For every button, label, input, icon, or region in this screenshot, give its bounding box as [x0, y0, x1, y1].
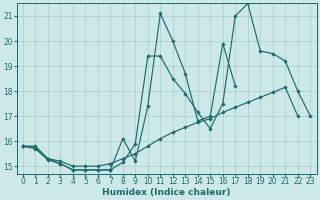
- X-axis label: Humidex (Indice chaleur): Humidex (Indice chaleur): [102, 188, 231, 197]
